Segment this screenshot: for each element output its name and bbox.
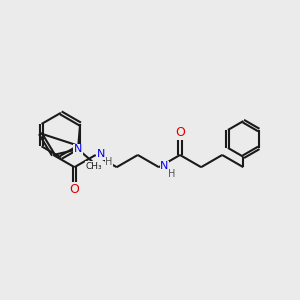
- Text: N: N: [74, 144, 82, 154]
- Text: N: N: [97, 149, 105, 159]
- Text: N: N: [160, 161, 169, 171]
- Text: H: H: [168, 169, 176, 179]
- Text: CH₃: CH₃: [86, 162, 103, 171]
- Text: H: H: [105, 157, 112, 166]
- Text: O: O: [70, 183, 80, 196]
- Text: O: O: [175, 126, 185, 139]
